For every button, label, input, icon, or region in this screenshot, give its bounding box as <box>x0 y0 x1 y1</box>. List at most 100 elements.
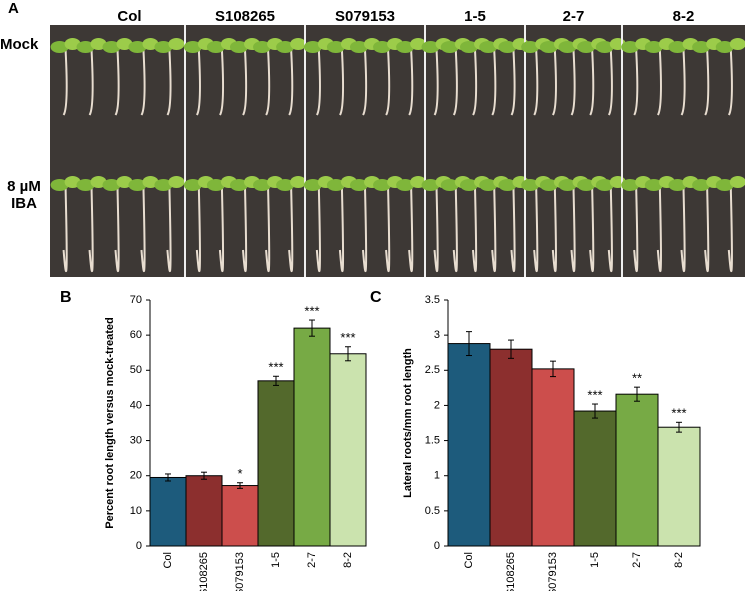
root <box>433 187 439 272</box>
leaf <box>183 179 202 191</box>
root <box>633 187 639 272</box>
leaf <box>373 41 392 53</box>
x-tick-label: 8-2 <box>673 552 685 568</box>
x-tick-label: Col <box>463 552 475 569</box>
leaf <box>50 41 69 53</box>
column-label: S079153 <box>334 8 396 25</box>
root <box>242 187 248 272</box>
x-tick-label: Col <box>162 552 174 569</box>
leaf <box>230 41 248 53</box>
x-tick-label: S108265 <box>198 552 210 591</box>
bar <box>149 476 187 547</box>
y-tick-label: 30 <box>130 434 142 446</box>
root <box>385 187 391 272</box>
root <box>88 49 94 116</box>
root <box>140 187 146 272</box>
leaf <box>396 179 415 191</box>
root <box>633 49 639 116</box>
root <box>589 49 595 116</box>
column-label: S108265 <box>214 8 276 25</box>
leaf <box>253 179 272 191</box>
leaf <box>230 179 248 191</box>
x-tick-label: S108265 <box>505 552 517 591</box>
leaf <box>396 41 415 53</box>
root <box>288 187 294 272</box>
leaf <box>350 41 368 53</box>
root <box>607 49 613 116</box>
leaf <box>440 179 459 191</box>
y-tick-label: 2 <box>434 399 440 411</box>
leaf <box>276 41 295 53</box>
bar <box>657 426 701 547</box>
y-tick-label: 3.5 <box>425 294 440 306</box>
root <box>607 187 613 272</box>
leaf <box>206 41 225 53</box>
leaf <box>276 179 295 191</box>
panel-label: A <box>8 0 19 17</box>
leaf <box>290 176 307 188</box>
x-tick-label: S079153 <box>234 552 246 591</box>
leaf <box>595 179 614 191</box>
leaf <box>290 38 307 50</box>
leaf <box>440 41 459 53</box>
leaf <box>692 179 711 191</box>
x-tick-label: 1-5 <box>270 552 282 568</box>
root <box>114 49 120 116</box>
photo <box>50 25 745 277</box>
root <box>510 187 516 272</box>
significance: *** <box>268 360 283 375</box>
leaf <box>183 41 202 53</box>
leaf <box>558 41 577 53</box>
leaf <box>154 179 173 191</box>
row-label: Mock <box>0 36 39 53</box>
leaf <box>102 41 121 53</box>
leaf <box>621 179 640 191</box>
y-axis-label: Lateral roots/mm root length <box>402 348 414 498</box>
root <box>727 49 733 116</box>
bar <box>257 380 295 547</box>
significance: ** <box>632 371 642 386</box>
root <box>265 49 271 116</box>
bar <box>573 410 617 547</box>
bar <box>293 327 331 547</box>
leaf <box>50 179 69 191</box>
y-tick-label: 3 <box>434 329 440 341</box>
bar <box>329 353 367 547</box>
root <box>704 49 710 116</box>
root <box>288 49 294 116</box>
root <box>362 187 368 272</box>
root <box>166 187 172 272</box>
root <box>570 187 576 272</box>
root <box>570 49 576 116</box>
row-label: 8 µM IBA <box>7 178 41 212</box>
y-tick-label: 1 <box>434 470 440 482</box>
leaf <box>373 179 392 191</box>
leaf <box>498 179 517 191</box>
photo-panel: A Mock 8 µM IBA Col S108265 S079153 1-5 2-7 8… <box>0 0 745 280</box>
leaf <box>421 179 440 191</box>
root <box>195 49 201 116</box>
x-tick-label: 2-7 <box>306 552 318 568</box>
leaf <box>253 41 272 53</box>
leaf <box>154 41 173 53</box>
leaf <box>644 179 663 191</box>
column-label: 1-5 <box>464 8 486 25</box>
leaf <box>303 179 322 191</box>
significance: *** <box>340 330 355 345</box>
root <box>339 49 345 116</box>
leaf <box>350 179 368 191</box>
root <box>533 49 539 116</box>
leaf <box>668 41 687 53</box>
root <box>62 49 68 116</box>
leaf <box>621 41 640 53</box>
leaf <box>76 41 95 53</box>
leaf <box>479 41 498 53</box>
root <box>452 187 458 272</box>
root <box>140 49 146 116</box>
root <box>195 187 201 272</box>
root <box>680 187 686 272</box>
bar <box>221 485 259 547</box>
bar <box>489 348 533 547</box>
root <box>218 187 225 272</box>
